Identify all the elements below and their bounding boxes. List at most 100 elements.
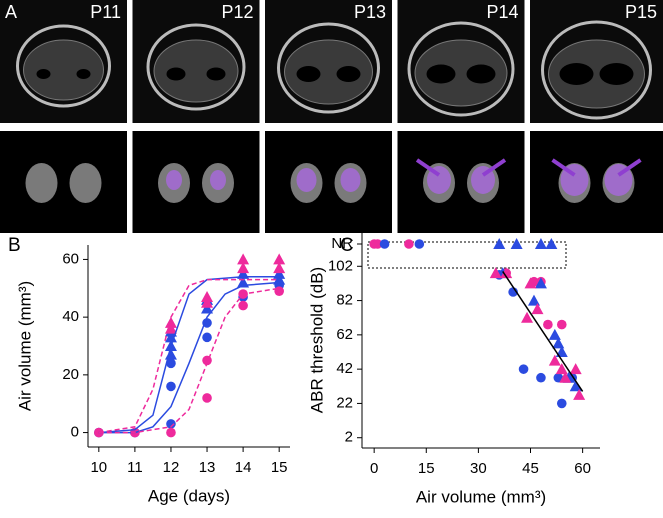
y-tick-label: 60 (62, 250, 79, 267)
skull-outline (407, 21, 515, 117)
air-volume-render (340, 168, 361, 192)
panel-label: A (5, 2, 17, 22)
3d-image (0, 131, 127, 233)
y-axis-label: ABR threshold (dB) (307, 267, 326, 413)
x-tick-label: 13 (199, 459, 216, 476)
age-label: P15 (625, 2, 657, 22)
x-axis-label: Age (days) (148, 486, 230, 505)
x-tick-label: 30 (470, 460, 487, 477)
age-label: P11 (90, 2, 121, 22)
circle-point (274, 286, 284, 296)
panel-label: B (8, 235, 21, 256)
triangle-point (521, 311, 534, 323)
skull-inner (284, 39, 373, 105)
triangle-point (493, 238, 506, 249)
triangle-point (500, 267, 513, 279)
age-label: P12 (221, 2, 253, 22)
circle-point (238, 300, 248, 311)
tube-render (617, 158, 642, 177)
skull-inner (23, 39, 104, 101)
triangle-point (237, 253, 250, 265)
cochlea-render (25, 163, 58, 203)
fit-line (98, 275, 280, 434)
bulla (466, 64, 496, 84)
circle-point (543, 319, 553, 330)
triangle-point (164, 316, 177, 328)
skull-outline (277, 22, 380, 114)
y-tick-label: 0 (71, 424, 79, 441)
y-axis-label: Air volume (mm³) (15, 281, 34, 411)
3d-image (530, 131, 663, 233)
nr-box (367, 241, 567, 269)
y-tick-label: 82 (336, 292, 353, 309)
panel-label: C (340, 235, 354, 256)
circle-point (202, 393, 212, 403)
skull-inner (153, 39, 239, 103)
triangle-point (555, 346, 568, 357)
triangle-point (273, 262, 286, 274)
x-tick-label: 60 (574, 460, 591, 477)
triangle-point (201, 302, 214, 314)
fit-line (502, 271, 584, 392)
x-tick-label: 15 (271, 459, 288, 476)
triangle-point (489, 267, 502, 279)
triangle-point (548, 354, 561, 366)
triangle-point (510, 238, 523, 249)
bulla (599, 63, 634, 85)
circle-point (556, 398, 567, 409)
skull-inner (414, 39, 508, 107)
y-tick-label: 20 (62, 366, 79, 383)
circle-point (556, 319, 567, 330)
triangle-point (534, 277, 547, 289)
fit-line (98, 287, 280, 434)
tube-render (551, 158, 576, 177)
bulla (206, 67, 226, 81)
triangle-point (524, 277, 537, 289)
bulla (166, 67, 186, 81)
circle-point (518, 364, 529, 374)
x-tick-label: 10 (90, 459, 107, 476)
y-tick-label: 2 (345, 429, 353, 446)
triangle-point (531, 303, 544, 315)
triangle-point (545, 238, 558, 249)
age-label: P13 (354, 2, 386, 22)
triangle-point (201, 290, 214, 302)
triangle-point (237, 262, 250, 274)
age-label: P14 (486, 2, 518, 22)
triangle-point (573, 388, 586, 400)
x-tick-label: 0 (370, 460, 378, 477)
3d-image (265, 131, 392, 233)
triangle-point (273, 253, 286, 265)
x-tick-label: 15 (418, 460, 435, 477)
3d-image (397, 131, 525, 233)
3d-image (132, 131, 260, 233)
circle-point (372, 239, 383, 249)
circle-point (202, 332, 212, 343)
triangle-point (569, 363, 582, 375)
y-tick-label: 102 (328, 257, 353, 274)
y-tick-label: 42 (336, 360, 353, 377)
triangle-point (569, 380, 582, 392)
air-volume-render (166, 170, 182, 190)
triangle-point (534, 238, 547, 249)
x-tick-label: 11 (127, 459, 143, 476)
triangle-point (527, 294, 540, 306)
circle-point (379, 239, 390, 249)
tube-render (415, 158, 441, 177)
y-tick-label: 40 (62, 308, 79, 325)
circle-point (166, 427, 176, 438)
x-tick-label: 45 (522, 460, 539, 477)
bulla (336, 66, 361, 82)
x-axis-label: Air volume (mm³) (416, 487, 546, 506)
circle-point (536, 372, 546, 383)
circle-point (404, 239, 414, 249)
air-volume-render (296, 168, 317, 192)
skull-inner (548, 39, 645, 109)
air-volume-render (210, 170, 226, 190)
bulla (76, 69, 91, 79)
fit-line (98, 281, 280, 434)
cochlea-render (69, 163, 102, 203)
circle-point (414, 239, 425, 249)
triangle-point (548, 328, 561, 340)
skull-outline (146, 23, 246, 111)
